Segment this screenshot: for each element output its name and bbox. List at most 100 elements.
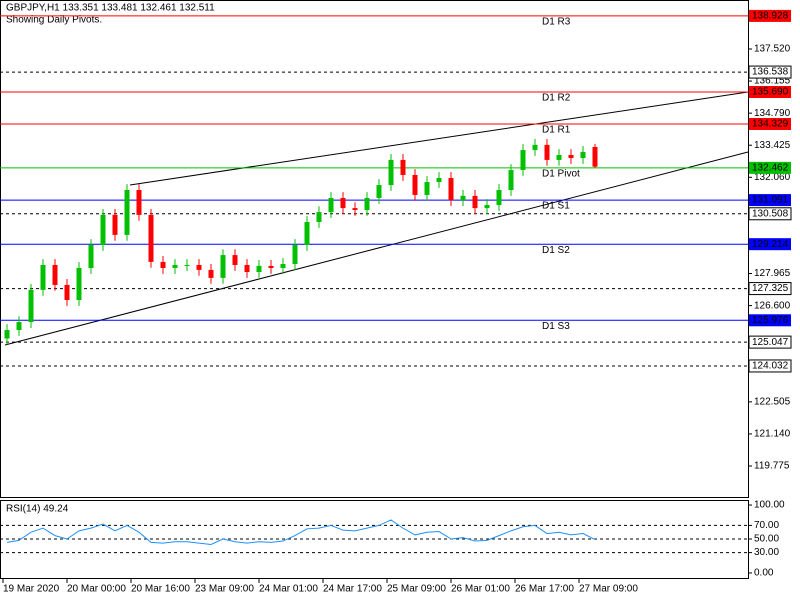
candle-body — [352, 208, 358, 210]
candle-body — [196, 264, 202, 270]
candle-body — [472, 195, 478, 209]
level-box — [748, 335, 792, 349]
candle-body — [256, 265, 262, 273]
candle-body — [376, 185, 382, 198]
level-label: 125.047 — [752, 337, 789, 348]
candle-body — [136, 189, 142, 215]
candle-body — [568, 154, 574, 159]
candle-body — [268, 265, 274, 269]
level-box — [749, 161, 791, 174]
level-label: 135.690 — [752, 87, 789, 98]
level-box — [749, 238, 791, 251]
pivot-name: D1 R2 — [542, 93, 571, 104]
level-label: 138.928 — [752, 11, 789, 22]
candle-body — [184, 264, 190, 266]
x-tick-label: 23 Mar 09:00 — [195, 584, 254, 595]
candle-body — [160, 261, 166, 269]
candle-body — [280, 264, 286, 269]
x-tick-label: 20 Mar 16:00 — [131, 584, 190, 595]
x-tick-label: 26 Mar 01:00 — [451, 584, 510, 595]
candle-body — [64, 284, 70, 300]
candle-body — [424, 182, 430, 195]
y-tick-label: 126.600 — [754, 300, 791, 311]
level-box — [749, 314, 791, 327]
candle-body — [508, 170, 514, 190]
pivot-name: D1 Pivot — [542, 169, 580, 180]
level-box — [749, 194, 791, 207]
rsi-line — [6, 519, 596, 545]
candle-body — [580, 151, 586, 159]
y-tick-label: 121.140 — [754, 429, 791, 440]
x-tick-label: 24 Mar 01:00 — [259, 584, 318, 595]
level-label: 134.329 — [752, 119, 789, 130]
candle-body — [544, 144, 550, 160]
y-tick-label: 127.965 — [754, 268, 791, 279]
candle-body — [52, 264, 58, 285]
x-tick-label: 26 Mar 17:00 — [515, 584, 574, 595]
rsi-tick-label: 50.00 — [754, 534, 779, 545]
pivot-name: D1 R1 — [542, 125, 571, 136]
level-box — [749, 86, 791, 99]
candle-body — [364, 197, 370, 210]
y-tick-label: 122.505 — [754, 396, 791, 407]
y-tick-label: 119.775 — [754, 461, 790, 472]
pivot-name: D1 S2 — [542, 245, 570, 256]
candle-body — [520, 150, 526, 171]
candle-body — [292, 244, 298, 265]
y-tick-label: 137.520 — [754, 44, 791, 55]
candle-body — [532, 144, 538, 151]
candle-body — [448, 178, 454, 201]
y-tick-label: 133.425 — [754, 140, 791, 151]
trendline — [4, 151, 749, 346]
rsi-tick-label: 100.00 — [754, 500, 785, 511]
candle-body — [112, 214, 118, 235]
level-label: 124.032 — [752, 361, 789, 372]
level-box — [748, 282, 792, 296]
candle-body — [28, 289, 34, 323]
candle-body — [388, 159, 394, 186]
x-tick-label: 27 Mar 09:00 — [579, 584, 638, 595]
candle-body — [412, 174, 418, 195]
level-box — [749, 9, 791, 22]
rsi-tick-label: 30.00 — [754, 547, 779, 558]
candle-body — [88, 244, 94, 269]
candle-body — [436, 178, 442, 183]
x-tick-label: 20 Mar 00:00 — [67, 584, 126, 595]
x-tick-label: 25 Mar 09:00 — [387, 584, 446, 595]
level-box — [748, 65, 792, 79]
candle-body — [76, 268, 82, 300]
candle-body — [340, 197, 346, 209]
rsi-label: RSI(14) 49.24 — [6, 504, 69, 515]
pivot-name: D1 R3 — [542, 17, 571, 28]
rsi-tick-label: 0.00 — [754, 568, 774, 579]
candle-body — [172, 264, 178, 269]
candle-body — [244, 264, 250, 273]
y-tick-label: 136.155 — [754, 76, 791, 87]
candle-body — [460, 195, 466, 201]
candle-body — [208, 269, 214, 278]
candle-body — [304, 221, 310, 245]
candle-body — [316, 212, 322, 222]
candle-body — [100, 214, 106, 245]
trendline — [129, 91, 749, 186]
level-label: 125.976 — [752, 315, 789, 326]
pivot-name: D1 S3 — [542, 321, 570, 332]
pivot-name: D1 S1 — [542, 201, 570, 212]
candle-body — [124, 189, 130, 235]
candle-body — [328, 197, 334, 213]
level-box — [748, 207, 792, 221]
candle-body — [40, 264, 46, 290]
symbol-header: GBPJPY,H1 133.351 133.481 132.461 132.51… — [6, 3, 215, 14]
level-label: 127.325 — [752, 283, 789, 294]
candle-body — [484, 205, 490, 209]
level-box — [749, 117, 791, 130]
candle-body — [232, 255, 238, 265]
pivot-note: Showing Daily Pivots. — [6, 15, 102, 26]
level-label: 129.214 — [752, 239, 789, 250]
candle-body — [220, 255, 226, 278]
candle-body — [16, 322, 22, 331]
candle-body — [400, 159, 406, 175]
main-frame — [0, 0, 749, 498]
